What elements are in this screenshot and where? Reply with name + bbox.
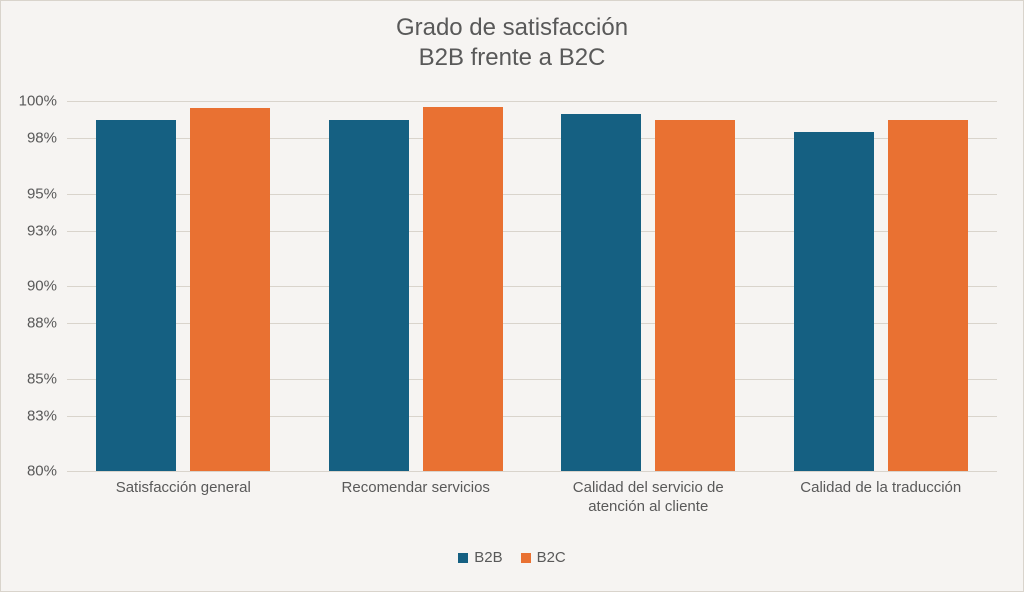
x-axis-label: Satisfacción general	[83, 471, 283, 498]
y-tick-label: 98%	[27, 130, 67, 147]
legend-label: B2C	[537, 549, 566, 566]
y-tick-label: 95%	[27, 185, 67, 202]
bar	[794, 132, 874, 471]
bar	[655, 120, 735, 472]
plot-area: 80%83%85%88%90%93%95%98%100%Satisfacción…	[67, 101, 997, 471]
x-axis-label: Recomendar servicios	[316, 471, 516, 498]
gridline	[67, 101, 997, 102]
x-axis-label: Calidad de la traducción	[781, 471, 981, 498]
y-tick-label: 88%	[27, 315, 67, 332]
x-axis-label: Calidad del servicio de atención al clie…	[548, 471, 748, 517]
bar	[96, 120, 176, 472]
bar	[190, 108, 270, 471]
legend: B2B B2C	[1, 549, 1023, 566]
y-tick-label: 83%	[27, 407, 67, 424]
legend-swatch	[521, 553, 531, 563]
y-tick-label: 85%	[27, 370, 67, 387]
bar	[423, 107, 503, 471]
legend-label: B2B	[474, 549, 502, 566]
y-tick-label: 90%	[27, 278, 67, 295]
y-tick-label: 80%	[27, 463, 67, 480]
chart-frame: Grado de satisfacción B2B frente a B2C 8…	[0, 0, 1024, 592]
bar	[561, 114, 641, 471]
legend-item: B2C	[521, 549, 566, 566]
legend-swatch	[458, 553, 468, 563]
chart-title-line-2: B2B frente a B2C	[1, 43, 1023, 73]
legend-item: B2B	[458, 549, 502, 566]
bar	[329, 120, 409, 472]
chart-title-line-1: Grado de satisfacción	[1, 13, 1023, 43]
y-tick-label: 100%	[19, 93, 67, 110]
y-tick-label: 93%	[27, 222, 67, 239]
chart-title: Grado de satisfacción B2B frente a B2C	[1, 13, 1023, 73]
bar	[888, 120, 968, 472]
